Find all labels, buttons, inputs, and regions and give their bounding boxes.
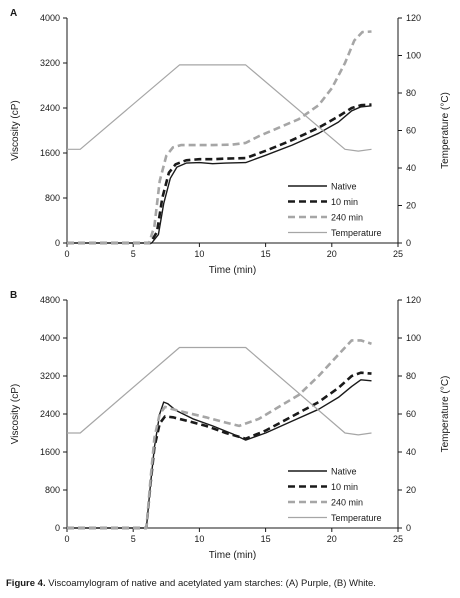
panel-b-label: B <box>10 290 17 301</box>
panel-a-legend-label-240-min: 240 min <box>331 213 363 223</box>
panel-b-y2-axis-title: Temperature (°C) <box>440 376 451 453</box>
panel-b-legend-label-10-min: 10 min <box>331 482 358 492</box>
panel-a-y2-tick-label: 20 <box>406 201 416 211</box>
panel-a-y-tick-label: 800 <box>45 193 60 203</box>
panel-a-y2-tick-label: 0 <box>406 238 411 248</box>
panel-a-x-axis-title: Time (min) <box>209 265 256 276</box>
panel-a-legend-label-native: Native <box>331 182 357 192</box>
panel-b-series-10-min <box>67 371 372 530</box>
figure-caption-label: Figure 4. <box>6 578 46 589</box>
panel-b-y2-tick-label: 100 <box>406 333 421 343</box>
panel-a-y-tick-label: 0 <box>55 238 60 248</box>
panel-b-y2-tick-label: 60 <box>406 409 416 419</box>
panel-a-y-tick-label: 2400 <box>40 103 60 113</box>
panel-b-legend-label-240-min: 240 min <box>331 498 363 508</box>
figure-caption: Figure 4. Viscoamylogram of native and a… <box>6 578 456 589</box>
panel-b-y-tick-label: 4800 <box>40 295 60 305</box>
panel-a-y2-tick-label: 80 <box>406 88 416 98</box>
panel-a-y2-tick-label: 40 <box>406 163 416 173</box>
panel-b-legend-label-native: Native <box>331 467 357 477</box>
panel-b-y2-tick-label: 40 <box>406 447 416 457</box>
panel-b-x-tick-label: 10 <box>194 534 204 544</box>
panel-a-y2-tick-label: 60 <box>406 126 416 136</box>
panel-a-y-tick-label: 4000 <box>40 13 60 23</box>
panel-b-y2-tick-label: 80 <box>406 371 416 381</box>
panel-b-legend-label-temperature: Temperature <box>331 513 382 523</box>
panel-b-y-tick-label: 800 <box>45 485 60 495</box>
panel-b-y2-tick-label: 120 <box>406 295 421 305</box>
panel-a-y2-tick-label: 120 <box>406 13 421 23</box>
panel-a-x-tick-label: 5 <box>131 249 136 259</box>
panel-b-x-tick-label: 20 <box>327 534 337 544</box>
panel-a-series-temperature <box>67 64 372 152</box>
panel-a-x-tick-label: 20 <box>327 249 337 259</box>
panel-a-series-native <box>67 105 372 244</box>
panel-a-y-axis-title: Viscosity (cP) <box>10 100 21 160</box>
panel-a-series-240-min <box>67 30 372 245</box>
panel-a-y2-axis-title: Temperature (°C) <box>440 92 451 169</box>
panel-b-y-axis-title: Viscosity (cP) <box>10 384 21 444</box>
panel-a-label: A <box>10 8 17 19</box>
panel-b-series-240-min <box>67 339 372 530</box>
panel-b-y-tick-label: 4000 <box>40 333 60 343</box>
panel-b-y2-tick-label: 20 <box>406 485 416 495</box>
panel-b-y2-tick-label: 0 <box>406 523 411 533</box>
panel-a-y-tick-label: 3200 <box>40 58 60 68</box>
panel-b-series-temperature <box>67 346 372 436</box>
panel-a-legend-label-temperature: Temperature <box>331 228 382 238</box>
panel-a-x-tick-label: 15 <box>261 249 271 259</box>
panel-b-y-tick-label: 3200 <box>40 371 60 381</box>
panel-b-y-tick-label: 0 <box>55 523 60 533</box>
panel-a-y-tick-label: 1600 <box>40 148 60 158</box>
panel-b-y-tick-label: 2400 <box>40 409 60 419</box>
panel-b-x-tick-label: 5 <box>131 534 136 544</box>
panel-a-y2-tick-label: 100 <box>406 51 421 61</box>
panel-a-series-10-min <box>67 103 372 245</box>
panel-b-x-tick-label: 15 <box>261 534 271 544</box>
panel-a-x-tick-label: 25 <box>393 249 403 259</box>
panel-a-x-tick-label: 0 <box>64 249 69 259</box>
panel-b-x-axis-title: Time (min) <box>209 550 256 561</box>
panel-a-legend-label-10-min: 10 min <box>331 197 358 207</box>
panel-b-x-tick-label: 0 <box>64 534 69 544</box>
panel-b-y-tick-label: 1600 <box>40 447 60 457</box>
panel-b-x-tick-label: 25 <box>393 534 403 544</box>
figure-caption-text: Viscoamylogram of native and acetylated … <box>48 578 376 589</box>
panel-a-x-tick-label: 10 <box>194 249 204 259</box>
panel-b-series-native <box>67 379 372 529</box>
